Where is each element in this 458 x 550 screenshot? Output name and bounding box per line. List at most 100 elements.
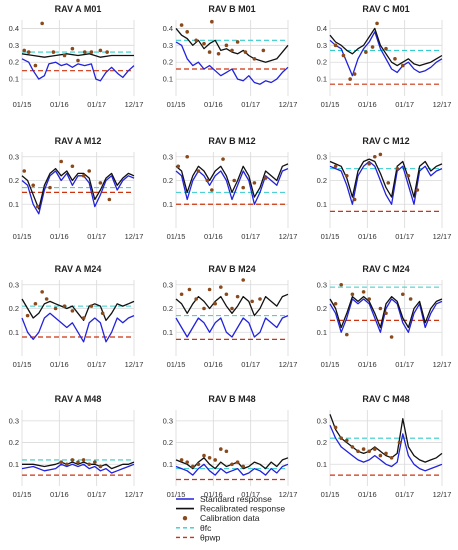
standard-response-line (21, 170, 135, 215)
calibration-point (361, 290, 366, 294)
panel-10: RAV B M48 01/15 01/16 01/17 12/17 0.1 0.2 0.3 (163, 394, 298, 499)
x-tick-label: 01/15 (167, 100, 186, 109)
calibration-point (333, 425, 338, 430)
calibration-point (179, 23, 184, 27)
panel-title: RAV C M24 (362, 264, 409, 274)
y-tick-label: 0.2 (163, 304, 173, 313)
calibration-point (210, 188, 214, 192)
x-tick-label: 12/17 (279, 360, 298, 369)
calibration-point (356, 449, 360, 454)
calibration-point (22, 169, 27, 173)
x-tick-label: 01/15 (321, 490, 340, 499)
x-tick-label: 01/17 (241, 490, 260, 499)
x-tick-label: 01/17 (395, 360, 414, 369)
calibration-point (44, 297, 49, 301)
standard-response-line (329, 298, 443, 333)
y-tick-label: 0.3 (163, 416, 173, 425)
y-tick-label: 0.3 (317, 416, 327, 425)
standard-response-line (21, 463, 135, 474)
calibration-point (401, 63, 405, 68)
calibration-point (341, 53, 346, 58)
calibration-point (216, 51, 221, 56)
recalibrated-response-line (329, 295, 443, 329)
legend-label: θfc (200, 523, 212, 533)
x-tick-label: 12/17 (125, 100, 144, 109)
x-tick-label: 01/17 (87, 232, 106, 241)
calibration-point (373, 447, 377, 451)
calibration-point (89, 50, 94, 54)
panel-title: RAV C M01 (362, 4, 409, 14)
calibration-point (191, 464, 195, 469)
calibration-point (62, 53, 67, 58)
x-tick-label: 01/15 (321, 360, 340, 369)
calibration-point (364, 50, 368, 54)
panel-1: RAV B M01 01/15 01/16 01/17 12/17 0.1 0.2 0.3 0.… (163, 4, 298, 109)
y-tick-label: 0.1 (317, 460, 327, 469)
calibration-point (219, 285, 223, 289)
y-tick-label: 0.3 (163, 152, 173, 161)
calibration-point (378, 306, 383, 311)
calibration-point (352, 72, 357, 76)
calibration-point (65, 462, 69, 467)
y-tick-label: 0.2 (163, 438, 173, 447)
x-tick-label: 01/15 (167, 232, 186, 241)
calibration-point (22, 48, 27, 53)
calibration-point (367, 162, 372, 166)
x-tick-label: 01/17 (241, 100, 260, 109)
x-tick-label: 01/16 (204, 360, 223, 369)
calibration-point (230, 462, 234, 467)
panel-7: RAV B M24 01/15 01/16 01/17 12/17 0.1 0.2 0.3 (163, 264, 298, 369)
calibration-point (59, 460, 63, 464)
calibration-point (89, 304, 94, 308)
x-tick-label: 01/16 (50, 100, 69, 109)
standard-response-line (21, 58, 135, 82)
calibration-point (187, 287, 192, 292)
calibration-point (31, 183, 35, 188)
calibration-point (241, 185, 245, 190)
calibration-point (389, 455, 394, 460)
calibration-point (70, 164, 75, 169)
panel-title: RAV B M01 (208, 4, 255, 14)
panel-11: RAV C M48 01/15 01/16 01/17 12/17 0.1 0.2 0.3 (317, 394, 452, 499)
standard-response-line (175, 463, 289, 476)
y-tick-label: 0.1 (9, 75, 19, 84)
y-tick-label: 0.1 (163, 328, 173, 337)
calibration-point (393, 57, 397, 61)
y-tick-label: 0.1 (317, 328, 327, 337)
calibration-point (243, 50, 248, 54)
panels: RAV A M01 01/15 01/16 01/17 12/17 0.1 0.2 0.3 0.… (9, 4, 452, 499)
calibration-point (401, 292, 405, 297)
y-tick-label: 0.1 (9, 460, 19, 469)
calibration-point (235, 294, 240, 299)
calibration-point (250, 299, 254, 304)
calibration-point (107, 197, 112, 202)
y-tick-label: 0.1 (317, 200, 327, 209)
calibration-point (232, 178, 237, 183)
calibration-point (179, 458, 184, 462)
calibration-point (98, 464, 103, 469)
calibration-point (76, 58, 80, 63)
recalibrated-response-line (329, 27, 443, 67)
calibration-point (185, 154, 189, 159)
calibration-point (375, 21, 379, 26)
y-tick-label: 0.1 (317, 75, 327, 84)
y-tick-label: 0.2 (9, 176, 19, 185)
y-tick-label: 0.2 (9, 304, 19, 313)
panel-title: RAV B M48 (208, 394, 255, 404)
calibration-point (333, 301, 338, 306)
y-tick-label: 0.2 (9, 58, 19, 67)
x-tick-label: 01/17 (241, 232, 260, 241)
x-tick-label: 01/16 (358, 232, 377, 241)
calibration-point (252, 181, 257, 185)
calibration-point (386, 181, 391, 185)
calibration-point (185, 30, 189, 34)
x-tick-label: 12/17 (279, 490, 298, 499)
panel-title: RAV B M12 (208, 136, 255, 146)
panel-3: RAV A M12 01/15 01/16 01/17 12/17 0.1 0.2 0.3 (9, 136, 144, 241)
calibration-point (210, 19, 214, 24)
x-tick-label: 01/15 (13, 100, 32, 109)
x-tick-label: 12/17 (279, 232, 298, 241)
panel-2: RAV C M01 01/15 01/16 01/17 12/17 0.1 0.2 0.3 0.… (317, 4, 452, 109)
y-tick-label: 0.4 (163, 24, 173, 33)
